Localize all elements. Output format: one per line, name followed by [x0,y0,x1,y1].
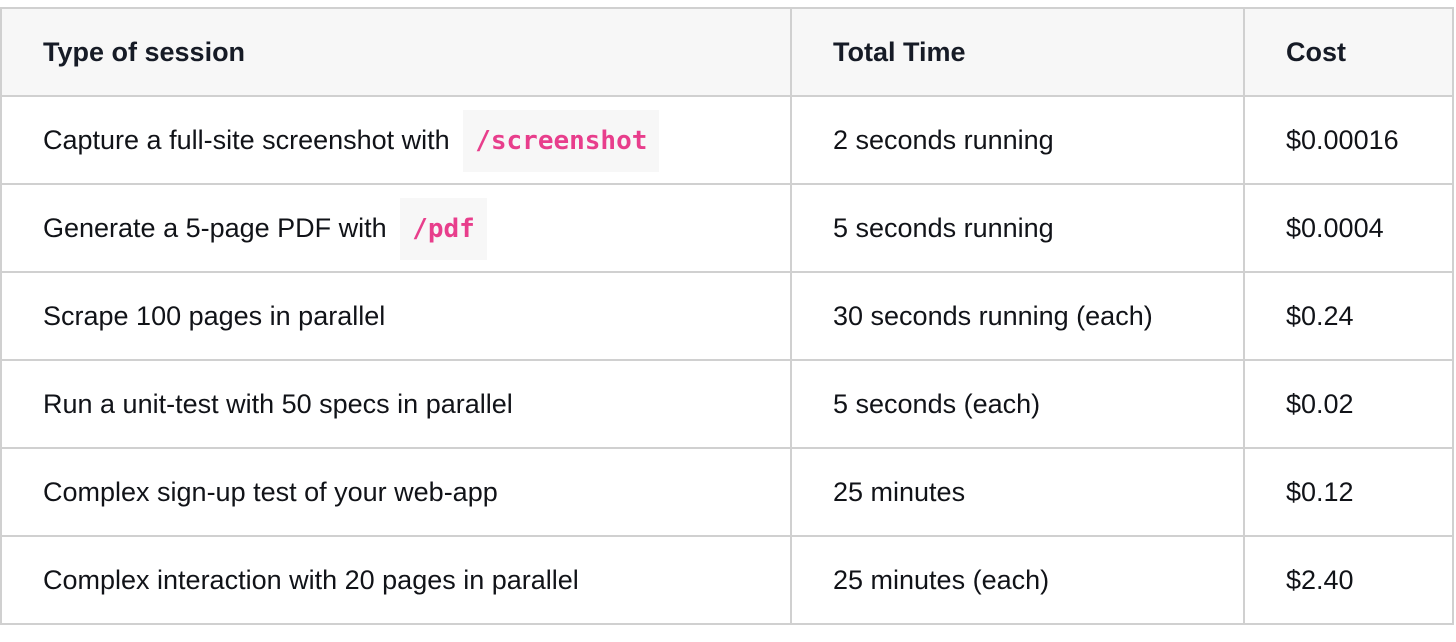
endpoint-code: /screenshot [463,109,660,172]
session-cell: Run a unit-test with 50 specs in paralle… [0,359,792,449]
table-row: Generate a 5-page PDF with /pdf 5 seconds… [0,183,1454,273]
session-cell: Scrape 100 pages in parallel [0,271,792,361]
session-text: Generate a 5-page PDF with [43,212,387,243]
table-row: Run a unit-test with 50 specs in paralle… [0,359,1454,449]
total-time-cell: 5 seconds (each) [790,359,1245,449]
table-row: Scrape 100 pages in parallel 30 seconds r… [0,271,1454,361]
session-text: Scrape 100 pages in parallel [43,300,386,331]
header-type-of-session: Type of session [0,7,792,97]
table-row: Complex interaction with 20 pages in par… [0,535,1454,625]
table-header-row: Type of session Total Time Cost [0,7,1454,97]
session-cell: Complex sign-up test of your web-app [0,447,792,537]
total-time-cell: 5 seconds running [790,183,1245,273]
cost-cell: $0.12 [1243,447,1454,537]
table-row: Complex sign-up test of your web-app 25 m… [0,447,1454,537]
session-cell: Generate a 5-page PDF with /pdf [0,183,792,273]
cost-cell: $0.02 [1243,359,1454,449]
session-text: Run a unit-test with 50 specs in paralle… [43,388,513,419]
session-text: Capture a full-site screenshot with [43,124,450,155]
total-time-cell: 25 minutes [790,447,1245,537]
total-time-cell: 30 seconds running (each) [790,271,1245,361]
pricing-table: Type of session Total Time Cost Capture … [0,7,1454,625]
header-cost: Cost [1243,7,1454,97]
session-text: Complex interaction with 20 pages in par… [43,564,579,595]
session-text: Complex sign-up test of your web-app [43,476,498,507]
cost-cell: $0.0004 [1243,183,1454,273]
cost-cell: $2.40 [1243,535,1454,625]
session-cell: Capture a full-site screenshot with /scr… [0,95,792,185]
session-cell: Complex interaction with 20 pages in par… [0,535,792,625]
cost-cell: $0.24 [1243,271,1454,361]
endpoint-code: /pdf [400,197,487,260]
table-row: Capture a full-site screenshot with /scr… [0,95,1454,185]
header-total-time: Total Time [790,7,1245,97]
total-time-cell: 2 seconds running [790,95,1245,185]
total-time-cell: 25 minutes (each) [790,535,1245,625]
cost-cell: $0.00016 [1243,95,1454,185]
